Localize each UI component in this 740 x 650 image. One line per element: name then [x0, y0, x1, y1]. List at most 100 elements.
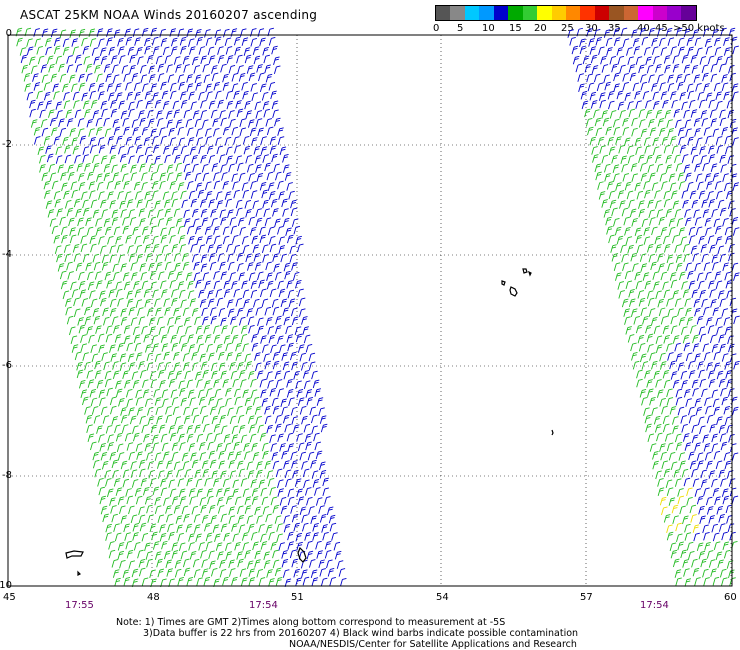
wind-barb: [581, 100, 589, 110]
lat-tick: -4: [2, 249, 12, 260]
wind-barb: [649, 352, 656, 361]
wind-barb: [124, 532, 131, 541]
wind-barb: [723, 452, 731, 461]
wind-barb: [627, 334, 635, 343]
wind-barb: [134, 191, 142, 200]
wind-barb: [686, 487, 693, 497]
wind-barb: [201, 163, 209, 173]
wind-barb: [281, 352, 288, 361]
wind-barb: [122, 569, 130, 579]
wind-barb: [658, 307, 666, 317]
wind-barb: [100, 55, 108, 65]
wind-barb: [164, 252, 172, 262]
wind-barb: [651, 82, 658, 92]
wind-barb: [619, 64, 626, 74]
wind-barb: [250, 83, 258, 92]
wind-barb: [282, 164, 290, 173]
wind-barb: [227, 253, 234, 262]
wind-barb: [110, 505, 117, 514]
wind-barb: [120, 460, 128, 470]
wind-barb: [716, 145, 724, 154]
wind-barb: [645, 324, 652, 334]
wind-barb: [651, 46, 659, 55]
wind-barb: [171, 496, 179, 505]
wind-barb: [74, 154, 81, 164]
wind-barb: [39, 164, 46, 173]
wind-barb: [154, 505, 162, 514]
wind-barb: [641, 218, 649, 228]
wind-barb: [642, 90, 650, 100]
wind-barb: [256, 370, 264, 379]
wind-barb: [173, 461, 181, 470]
wind-barb: [657, 478, 664, 487]
wind-barb: [139, 64, 147, 74]
wind-barb: [721, 126, 728, 136]
wind-barb: [662, 281, 669, 290]
wind-barb: [266, 371, 273, 380]
wind-barb: [190, 452, 197, 461]
wind-barb: [235, 100, 242, 109]
wind-barb: [185, 272, 193, 281]
wind-barb: [256, 461, 263, 470]
wind-barb: [613, 83, 620, 92]
lon-tick: 57: [580, 592, 593, 603]
wind-barb: [721, 82, 729, 92]
wind-barb: [733, 315, 740, 325]
wind-barb: [149, 371, 157, 380]
wind-barb: [130, 262, 137, 271]
wind-barb: [297, 344, 305, 353]
wind-barb: [90, 99, 98, 109]
wind-barb: [124, 379, 131, 389]
wind-barb: [677, 172, 685, 181]
wind-barb: [683, 388, 691, 398]
wind-barb: [329, 522, 337, 532]
wind-barb: [185, 523, 193, 533]
wind-barb: [254, 101, 262, 110]
wind-barb: [261, 189, 268, 199]
wind-barb: [675, 119, 682, 129]
wind-barb: [298, 297, 306, 307]
wind-barb: [158, 127, 166, 136]
wind-barb: [718, 514, 725, 523]
wind-barb: [30, 119, 38, 128]
wind-barb: [255, 164, 262, 173]
wind-barb: [219, 110, 226, 119]
wind-barb: [149, 569, 156, 579]
wind-barb: [649, 396, 656, 406]
wind-barb: [175, 515, 183, 524]
wind-barb: [124, 191, 132, 200]
wind-barb: [608, 190, 616, 200]
wind-barb: [272, 306, 280, 316]
wind-barb: [159, 172, 166, 182]
wind-barb: [703, 352, 711, 361]
wind-barb: [634, 182, 642, 191]
wind-barb: [708, 378, 716, 388]
wind-barb: [312, 379, 320, 389]
wind-barb: [262, 254, 269, 263]
wind-barb: [179, 91, 187, 100]
wind-barb: [80, 243, 88, 253]
wind-barb: [319, 568, 326, 577]
wind-barb: [285, 227, 292, 237]
wind-barb: [84, 109, 91, 118]
wind-barb: [675, 441, 683, 451]
wind-barb: [722, 541, 730, 551]
wind-barb: [278, 236, 286, 245]
wind-barb: [179, 496, 187, 505]
wind-barb: [691, 424, 698, 434]
wind-barb: [265, 118, 273, 127]
wind-barb: [299, 406, 307, 415]
wind-barb: [284, 270, 291, 280]
wind-barb: [261, 298, 269, 308]
wind-barb: [705, 92, 713, 102]
wind-barb: [109, 396, 117, 406]
wind-barb: [45, 46, 52, 56]
wind-barb: [189, 146, 197, 155]
wind-barb: [243, 47, 251, 56]
wind-barb: [702, 524, 709, 534]
wind-barb: [154, 99, 162, 109]
wind-barb: [193, 524, 201, 533]
wind-barb: [123, 281, 131, 290]
wind-barb: [94, 64, 101, 74]
wind-barb: [69, 234, 77, 244]
